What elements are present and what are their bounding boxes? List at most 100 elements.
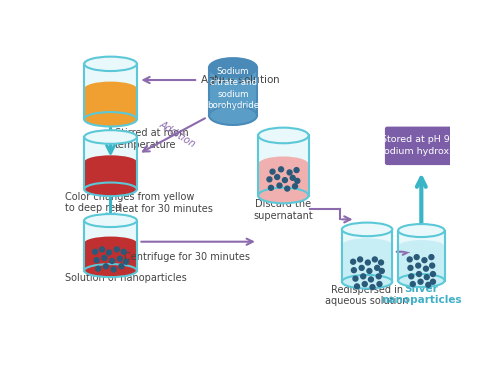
Circle shape [100,247,104,252]
Circle shape [374,265,380,270]
Ellipse shape [258,128,308,143]
Text: Stored at pH 9 in
sodium hydroxide: Stored at pH 9 in sodium hydroxide [379,135,464,156]
Circle shape [367,268,372,273]
Circle shape [378,260,384,265]
Text: Addition: Addition [158,119,197,149]
Ellipse shape [84,130,137,144]
Circle shape [353,276,358,281]
Bar [84,162,137,189]
Ellipse shape [398,224,444,237]
Ellipse shape [84,155,137,169]
Ellipse shape [342,223,392,236]
Circle shape [352,268,356,273]
Circle shape [119,264,124,269]
Circle shape [94,258,99,263]
Text: Redispersed in
aqueous solution: Redispersed in aqueous solution [326,285,409,307]
Ellipse shape [209,58,257,77]
Ellipse shape [84,112,137,127]
Circle shape [372,257,378,262]
Circle shape [118,256,122,261]
Circle shape [380,268,384,273]
Text: Stirred at room
temperature: Stirred at room temperature [115,129,189,150]
Bar [209,68,257,115]
Text: Heat for 30 minutes: Heat for 30 minutes [115,204,213,214]
Text: Centrifuge for 30 minutes: Centrifuge for 30 minutes [124,252,250,262]
Circle shape [282,178,288,183]
Ellipse shape [84,237,137,249]
Circle shape [409,274,414,279]
Bar [84,89,137,119]
Ellipse shape [84,57,137,71]
Circle shape [426,282,431,287]
Circle shape [354,284,360,289]
Circle shape [111,267,116,272]
Ellipse shape [342,238,392,252]
Circle shape [429,255,434,260]
Circle shape [358,257,362,262]
Ellipse shape [84,82,137,96]
Circle shape [270,169,275,174]
Circle shape [376,274,381,279]
Ellipse shape [209,106,257,125]
Bar [398,231,444,280]
Text: AgNO$_3$ solution: AgNO$_3$ solution [200,73,280,87]
Ellipse shape [84,214,137,227]
Bar [84,64,137,119]
Circle shape [96,266,100,271]
Circle shape [370,285,375,290]
Circle shape [268,185,274,190]
Circle shape [424,266,428,271]
Circle shape [418,279,423,284]
Circle shape [422,258,427,263]
Circle shape [350,259,356,264]
Circle shape [362,282,367,287]
Circle shape [277,183,282,188]
Circle shape [294,167,299,173]
Text: Sodium
citrate and
sodium
borohydride: Sodium citrate and sodium borohydride [207,67,259,110]
Ellipse shape [84,183,137,196]
Circle shape [114,247,119,252]
Circle shape [430,279,436,284]
Circle shape [295,178,300,183]
Circle shape [121,249,126,254]
Circle shape [274,175,280,180]
Text: Solution of nanoparticles: Solution of nanoparticles [65,273,186,283]
Circle shape [414,255,419,260]
Bar [84,137,137,189]
Circle shape [267,177,272,182]
Ellipse shape [258,188,308,203]
Circle shape [124,259,128,264]
Bar [258,135,308,195]
Circle shape [292,184,298,189]
Bar [84,220,137,271]
Ellipse shape [258,156,308,172]
FancyBboxPatch shape [385,127,458,165]
Circle shape [110,259,114,263]
Circle shape [287,170,292,175]
Ellipse shape [398,274,444,287]
Circle shape [430,263,434,268]
Circle shape [360,274,366,279]
Circle shape [366,260,370,265]
Circle shape [104,264,108,269]
Bar [258,164,308,195]
Circle shape [407,257,412,262]
Text: Discard the
supernatant: Discard the supernatant [254,199,313,221]
Circle shape [368,277,374,282]
Ellipse shape [84,264,137,277]
Text: Silver
nanoparticles: Silver nanoparticles [381,284,462,305]
Ellipse shape [342,275,392,288]
Circle shape [106,250,112,255]
Circle shape [416,271,422,277]
Circle shape [102,256,107,260]
Circle shape [408,265,413,270]
Circle shape [377,282,382,287]
Bar [342,229,392,282]
Circle shape [285,186,290,191]
Bar [84,243,137,271]
Ellipse shape [398,240,444,253]
Circle shape [430,271,436,277]
Circle shape [410,282,416,287]
Bar [398,246,444,280]
Circle shape [278,167,283,172]
